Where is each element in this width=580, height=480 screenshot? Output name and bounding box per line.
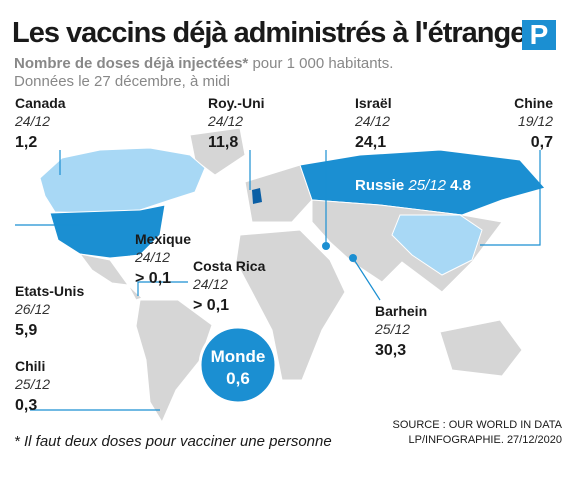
greenland — [189, 127, 246, 176]
logo-box — [522, 20, 556, 50]
country-date: 25/12 — [407, 177, 446, 194]
canada — [39, 147, 206, 214]
country-value: 24,1 — [355, 134, 386, 151]
subtitle-rest: pour 1 000 habitants. — [252, 55, 393, 72]
country-date: 24/12 — [14, 113, 50, 129]
subtitle-bold: Nombre de doses déjà injectées* — [14, 55, 248, 72]
country-name: Russie — [355, 177, 404, 194]
subtitle: Nombre de doses déjà injectées* pour 1 0… — [14, 55, 393, 72]
country-name: Etats-Unis — [15, 283, 84, 299]
footnote: * Il faut deux doses pour vacciner une p… — [14, 433, 332, 450]
map — [39, 127, 546, 424]
africa — [235, 229, 346, 381]
uk — [252, 188, 262, 204]
country-date: 24/12 — [192, 276, 228, 292]
country-date: 25/12 — [14, 376, 50, 392]
country-date: 25/12 — [374, 321, 410, 337]
country-value: > 0,1 — [193, 297, 229, 314]
country-value: 11,8 — [208, 134, 238, 151]
country-value: > 0,1 — [135, 270, 171, 287]
country-date: 19/12 — [518, 113, 553, 129]
country-value: 0,7 — [531, 134, 553, 151]
australia — [439, 319, 523, 377]
country-value: 5,9 — [15, 322, 37, 339]
country-date: 24/12 — [207, 113, 243, 129]
central-america — [127, 284, 143, 301]
country-name: Chine — [514, 95, 553, 111]
country-name: Barhein — [375, 303, 427, 319]
source: SOURCE : OUR WORLD IN DATA — [393, 419, 563, 431]
country-date: 26/12 — [14, 301, 50, 317]
world-circle — [198, 325, 278, 405]
usa — [49, 204, 166, 259]
source: LP/INFOGRAPHIE. 27/12/2020 — [409, 434, 562, 446]
world-value: 0,6 — [226, 369, 250, 388]
date-note: Données le 27 décembre, à midi — [14, 73, 230, 90]
country-name: Costa Rica — [193, 258, 266, 274]
country-value: 4.8 — [450, 177, 471, 194]
south-america — [135, 299, 213, 424]
title: Les vaccins déjà administrés à l'étrange… — [12, 17, 536, 49]
country-name: Roy.-Uni — [208, 95, 265, 111]
logo: P — [530, 19, 549, 50]
europe — [244, 164, 313, 223]
country-value: 0,3 — [15, 397, 37, 414]
country-name: Mexique — [135, 231, 191, 247]
country-name: Israël — [355, 95, 392, 111]
china — [391, 214, 483, 276]
country-name: Canada — [15, 95, 66, 111]
country-name: Chili — [15, 358, 45, 374]
country-date: 24/12 — [354, 113, 390, 129]
mexico — [78, 253, 130, 286]
world-name: Monde — [211, 347, 266, 366]
country-labels: Canada 24/12 1,2 Roy.-Uni 24/12 11,8 Israël 24/… — [14, 95, 553, 414]
country-date: 24/12 — [134, 249, 170, 265]
leaders — [15, 150, 541, 411]
country-value: 1,2 — [15, 134, 37, 151]
russia-label: Russie 25/12 4.8 — [355, 177, 471, 194]
country-value: 30,3 — [375, 342, 406, 359]
